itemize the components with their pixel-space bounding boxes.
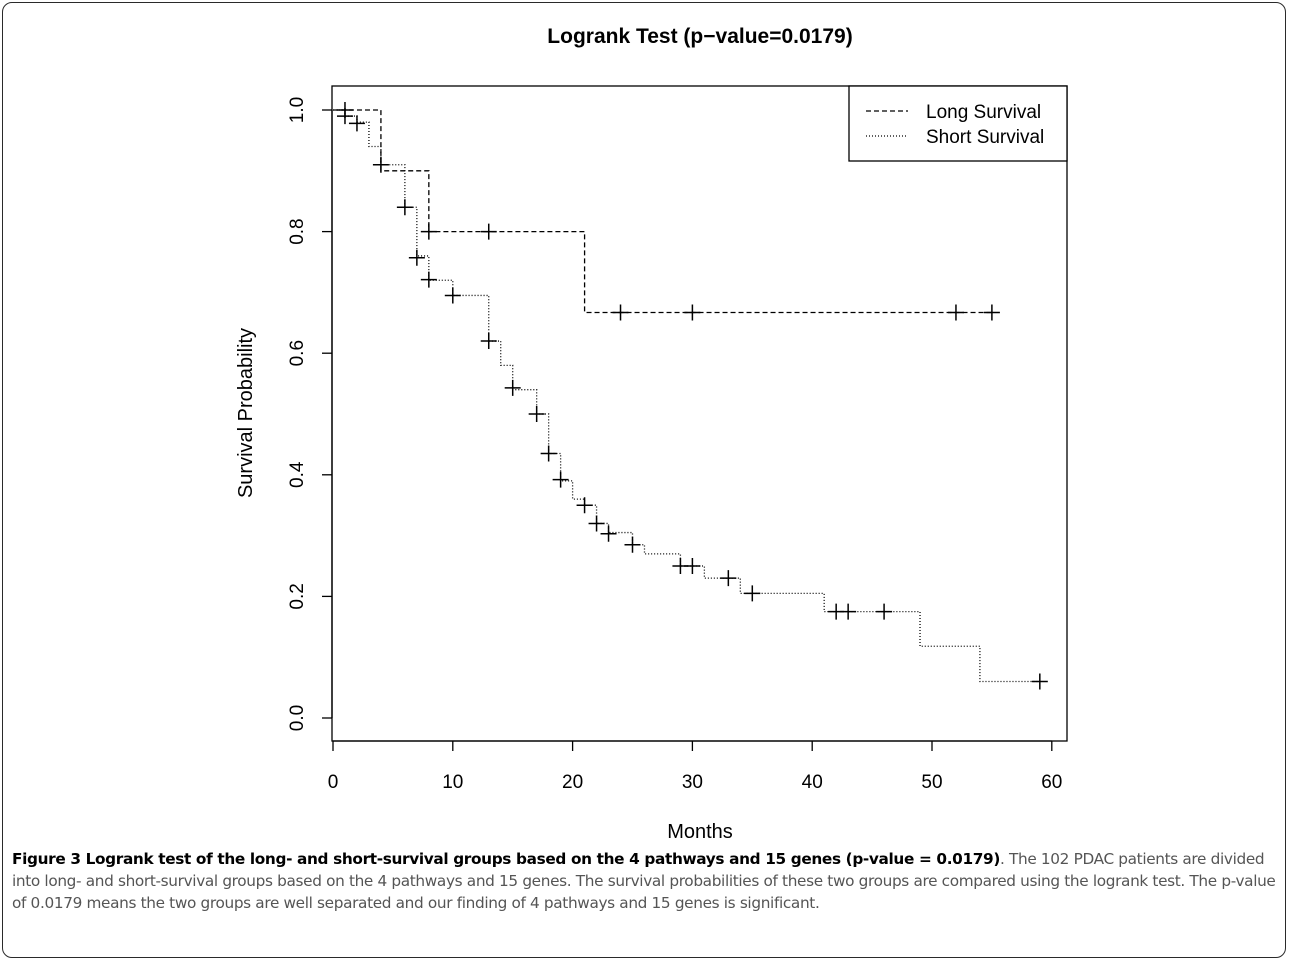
figure-caption: Figure 3 Logrank test of the long- and s…: [12, 848, 1278, 914]
y-tick-label: 0.4: [287, 461, 308, 488]
chart-title: Logrank Test (p−value=0.0179): [547, 25, 852, 48]
x-tick-label: 30: [682, 772, 703, 793]
x-axis-label: Months: [667, 821, 733, 843]
censor-mark-short-survival: [744, 585, 761, 602]
censor-mark-long-survival: [947, 304, 964, 321]
censor-mark-short-survival: [876, 603, 893, 620]
series-line-short-survival: [333, 109, 1040, 683]
legend: Long Survival Short Survival: [848, 85, 1068, 162]
censor-mark-short-survival: [480, 333, 497, 350]
censor-mark-short-survival: [372, 156, 389, 173]
censor-mark-short-survival: [396, 199, 413, 216]
censor-mark-long-survival: [612, 304, 629, 321]
censor-mark-short-survival: [420, 271, 437, 288]
censor-mark-short-survival: [348, 115, 365, 132]
censor-mark-short-survival: [336, 108, 353, 125]
legend-label-short: Short Survival: [926, 127, 1044, 148]
series-layer: [333, 102, 1048, 690]
y-axis: 0.0 0.2 0.4 0.6 0.8 1.0: [287, 97, 333, 731]
censor-mark-short-survival: [540, 445, 557, 462]
survival-chart: Logrank Test (p−value=0.0179) 0 10 20 30 40 5…: [235, 25, 1068, 843]
censor-mark-long-survival: [983, 304, 1000, 321]
censor-mark-short-survival: [840, 603, 857, 620]
x-axis: 0 10 20 30 40 50 60: [328, 740, 1062, 793]
plot-area-box: [331, 85, 1068, 742]
censor-mark-short-survival: [588, 515, 605, 532]
censor-mark-short-survival: [600, 525, 617, 542]
censor-mark-short-survival: [504, 379, 521, 396]
censor-mark-long-survival: [684, 304, 701, 321]
series-line-long-survival: [333, 109, 992, 314]
censor-mark-short-survival: [624, 536, 641, 553]
censor-mark-short-survival: [408, 249, 425, 266]
y-tick-label: 1.0: [287, 97, 308, 123]
legend-box: [848, 85, 1068, 162]
x-tick-label: 50: [921, 772, 942, 793]
y-axis-label: Survival Probability: [235, 328, 257, 498]
legend-label-long: Long Survival: [926, 102, 1041, 123]
caption-label: Figure 3 Logrank test of the long- and s…: [12, 850, 1000, 868]
censor-mark-short-survival: [528, 406, 545, 422]
y-tick-label: 0.6: [287, 340, 308, 366]
x-tick-label: 10: [442, 772, 463, 793]
y-tick-label: 0.0: [287, 705, 308, 731]
censor-mark-short-survival: [1031, 673, 1048, 690]
x-tick-label: 20: [562, 772, 583, 793]
y-tick-label: 0.8: [287, 218, 308, 244]
x-tick-label: 40: [802, 772, 823, 793]
caption-text: . The 102 PDAC patients are divided into…: [12, 850, 1276, 912]
censor-mark-long-survival: [420, 223, 437, 240]
censor-mark-short-survival: [720, 570, 737, 587]
y-tick-label: 0.2: [287, 583, 308, 609]
censor-mark-short-survival: [576, 497, 593, 514]
x-tick-label: 60: [1041, 772, 1062, 793]
x-tick-label: 0: [328, 772, 339, 793]
censor-mark-short-survival: [552, 471, 569, 488]
censor-mark-short-survival: [444, 287, 461, 304]
censor-mark-short-survival: [684, 558, 701, 574]
censor-mark-long-survival: [480, 223, 497, 240]
